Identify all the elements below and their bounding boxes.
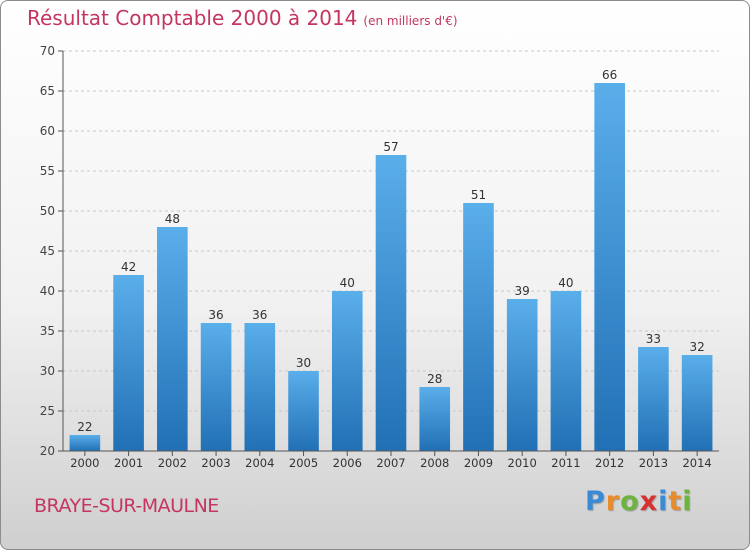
x-tick-label: 2013 bbox=[639, 456, 668, 470]
x-tick-label: 2004 bbox=[245, 456, 274, 470]
bar bbox=[331, 291, 363, 451]
y-tick-label: 60 bbox=[40, 124, 55, 138]
y-tick-label: 35 bbox=[40, 324, 55, 338]
x-tick-label: 2000 bbox=[70, 456, 99, 470]
bar bbox=[550, 291, 582, 451]
x-axis: 2000 2001 2002 2003 2004 2005 2006 2007 2008 2009… bbox=[63, 450, 719, 470]
bar bbox=[419, 387, 451, 451]
data-label: 51 bbox=[471, 188, 486, 202]
data-label: 36 bbox=[252, 308, 267, 322]
x-tick-label: 2001 bbox=[114, 456, 143, 470]
x-tick-label: 2011 bbox=[551, 456, 580, 470]
bar bbox=[463, 203, 494, 451]
y-tick-label: 20 bbox=[40, 444, 55, 458]
x-tick-label: 2010 bbox=[508, 456, 537, 470]
bar bbox=[288, 371, 319, 451]
town-name: BRAYE-SUR-MAULNE bbox=[34, 495, 219, 517]
data-label: 40 bbox=[558, 276, 573, 290]
bar bbox=[375, 155, 407, 451]
logo-letter: x bbox=[639, 486, 659, 517]
data-label: 36 bbox=[208, 308, 223, 322]
x-tick-label: 2003 bbox=[201, 456, 230, 470]
data-label: 32 bbox=[689, 340, 704, 354]
y-tick-label: 40 bbox=[40, 284, 55, 298]
bar bbox=[200, 323, 232, 451]
y-tick-label: 70 bbox=[40, 44, 55, 58]
data-label: 33 bbox=[646, 332, 661, 346]
y-tick-label: 50 bbox=[40, 204, 55, 218]
data-label: 22 bbox=[77, 420, 92, 434]
x-tick-label: 2007 bbox=[376, 456, 405, 470]
logo-letter: o bbox=[620, 486, 640, 517]
bar bbox=[638, 347, 669, 451]
x-tick-label: 2014 bbox=[682, 456, 711, 470]
bars: 22 42 48 36 36 30 40 57 28 51 39 40 66 33 32 bbox=[69, 68, 713, 451]
y-tick-label: 30 bbox=[40, 364, 55, 378]
x-tick-label: 2009 bbox=[464, 456, 493, 470]
chart-title: Résultat Comptable 2000 à 2014 (en millie… bbox=[27, 6, 458, 30]
x-tick-label: 2005 bbox=[289, 456, 318, 470]
proxiti-logo: Proxiti bbox=[585, 486, 693, 517]
data-label: 30 bbox=[296, 356, 311, 370]
bar bbox=[113, 275, 144, 451]
logo-letter: i bbox=[658, 486, 669, 517]
x-tick-label: 2006 bbox=[333, 456, 362, 470]
bar bbox=[157, 227, 188, 451]
data-label: 57 bbox=[383, 140, 398, 154]
logo-letter: t bbox=[668, 486, 683, 517]
logo-letter: r bbox=[605, 486, 621, 517]
data-label: 39 bbox=[515, 284, 530, 298]
x-tick-label: 2002 bbox=[158, 456, 187, 470]
y-axis: 20 25 30 35 40 45 50 55 60 65 70 bbox=[40, 44, 64, 458]
bar bbox=[594, 83, 625, 451]
bar bbox=[506, 299, 538, 451]
data-label: 66 bbox=[602, 68, 617, 82]
y-tick-label: 25 bbox=[40, 404, 55, 418]
logo-letter: P bbox=[585, 486, 606, 517]
bar bbox=[69, 435, 101, 451]
data-label: 42 bbox=[121, 260, 136, 274]
data-label: 28 bbox=[427, 372, 442, 386]
logo-letter: i bbox=[682, 486, 693, 517]
y-tick-label: 65 bbox=[40, 84, 55, 98]
title-unit: (en milliers d'€) bbox=[363, 14, 458, 28]
x-tick-label: 2012 bbox=[595, 456, 624, 470]
x-tick-label: 2008 bbox=[420, 456, 449, 470]
y-tick-label: 45 bbox=[40, 244, 55, 258]
bar bbox=[681, 355, 713, 451]
data-label: 48 bbox=[165, 212, 180, 226]
y-tick-label: 55 bbox=[40, 164, 55, 178]
bar bbox=[244, 323, 276, 451]
title-text: Résultat Comptable 2000 à 2014 bbox=[27, 6, 358, 30]
data-label: 40 bbox=[340, 276, 355, 290]
